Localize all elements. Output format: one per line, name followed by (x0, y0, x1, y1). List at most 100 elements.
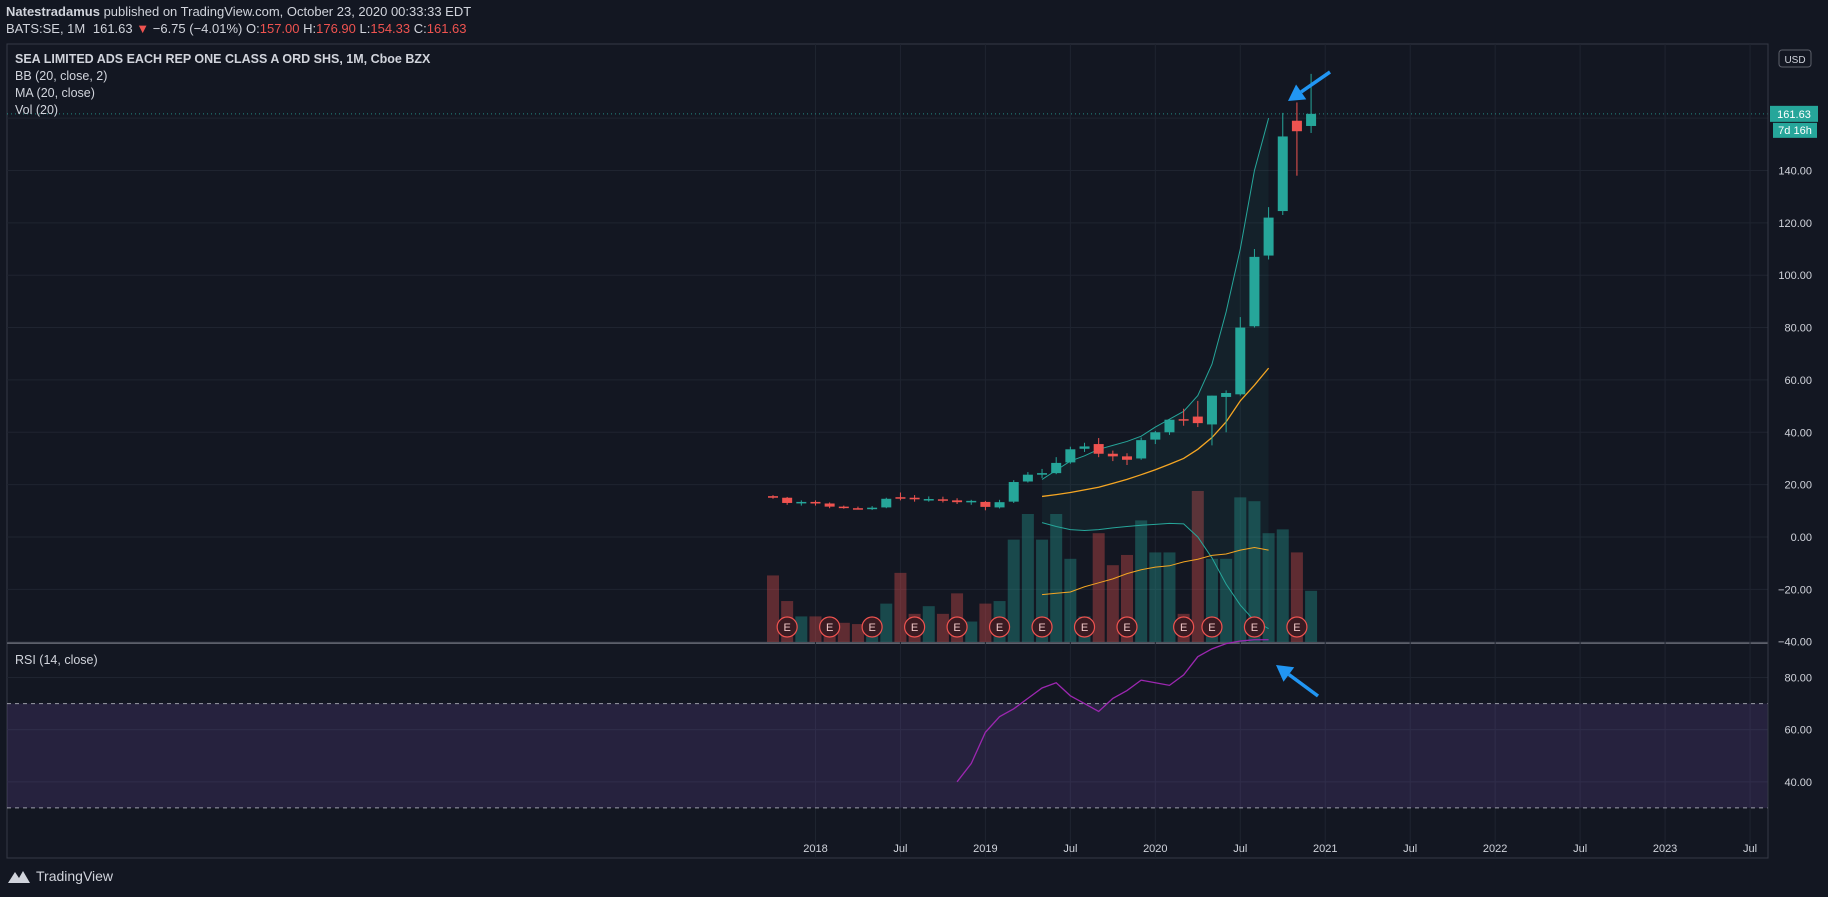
volume-bar (1305, 590, 1318, 642)
down-triangle-icon: ▼ (136, 21, 150, 36)
earnings-marker-label: E (1123, 622, 1130, 634)
volume-bar (1050, 514, 1063, 642)
time-tick-label: Jul (1233, 843, 1247, 855)
earnings-marker-label: E (868, 622, 875, 634)
time-tick-label: 2019 (973, 843, 997, 855)
candle (1022, 474, 1033, 482)
earnings-marker (776, 616, 798, 638)
price-tick-label: 120.00 (1778, 218, 1812, 230)
legend-ma[interactable]: MA (20, close) (15, 86, 95, 100)
volume-bar (1021, 514, 1034, 642)
candle (980, 501, 991, 507)
legend-bb[interactable]: BB (20, close, 2) (15, 69, 108, 83)
currency-badge (1778, 49, 1812, 68)
candle (1107, 453, 1118, 457)
time-tick-label: Jul (1063, 843, 1077, 855)
brand[interactable]: TradingView (8, 868, 113, 884)
volume-bar (837, 622, 850, 642)
publish-header: Natestradamus published on TradingView.c… (6, 4, 471, 19)
time-tick-label: Jul (893, 843, 907, 855)
candle (1164, 419, 1175, 433)
candle (923, 499, 934, 501)
earnings-marker-label: E (783, 622, 790, 634)
candle (952, 500, 963, 503)
legend-vol[interactable]: Vol (20) (15, 103, 59, 117)
candle (895, 497, 906, 499)
candle (1008, 482, 1019, 502)
time-tick-label: Jul (1573, 843, 1587, 855)
candle (1277, 136, 1288, 212)
low-value: 154.33 (370, 21, 411, 36)
volume-bar (979, 603, 992, 642)
earnings-marker (1201, 616, 1223, 638)
candle (810, 501, 821, 504)
published-text: published on TradingView.com, October 23… (103, 4, 472, 19)
earnings-marker (1286, 616, 1308, 638)
volume-bar (851, 624, 864, 642)
candle (966, 500, 977, 503)
tradingview-logo-icon (8, 871, 30, 883)
brand-name: TradingView (36, 868, 114, 884)
price-tick-label: 40.00 (1784, 427, 1812, 439)
time-tick-label: Jul (1743, 843, 1757, 855)
earnings-marker-label: E (996, 622, 1003, 634)
author-name[interactable]: Natestradamus (6, 4, 100, 19)
candle (1221, 393, 1232, 397)
candle (796, 501, 807, 504)
close-value: 161.63 (426, 21, 467, 36)
candle (782, 497, 793, 503)
bollinger-upper (1041, 117, 1270, 480)
rsi-tick-label: 40.00 (1784, 777, 1812, 789)
price-tick-label: 100.00 (1778, 270, 1812, 282)
volume-bar (1135, 520, 1148, 642)
time-tick-label: 2022 (1483, 843, 1507, 855)
earnings-marker (819, 616, 841, 638)
last-price: 161.63 (92, 21, 133, 36)
candle (1178, 419, 1189, 421)
symbol-label: BATS:SE, 1M (6, 21, 86, 36)
low-label: L: (359, 21, 371, 36)
price-tick-label: 80.00 (1784, 323, 1812, 335)
price-axis-bg (1768, 44, 1828, 858)
volume-bar (965, 621, 978, 642)
earnings-marker (988, 616, 1011, 638)
price-tick-label: 140.00 (1778, 165, 1812, 177)
volume-bar (1163, 552, 1176, 642)
candle (824, 503, 835, 507)
volume-bar (809, 616, 822, 642)
candle (1150, 432, 1161, 440)
candle (909, 497, 920, 500)
candle (1051, 462, 1062, 474)
rsi-tick-label: 80.00 (1784, 673, 1812, 685)
candle (1206, 395, 1217, 425)
price-tick-label: −20.00 (1778, 584, 1812, 596)
earnings-marker-label: E (953, 622, 960, 634)
volume-bar (894, 572, 907, 642)
earnings-marker (1173, 616, 1195, 638)
countdown-label: 7d 16h (1778, 125, 1812, 137)
volume-bar (1191, 490, 1204, 642)
earnings-marker (903, 616, 926, 638)
volume-bar (1149, 552, 1162, 642)
volume-bar (922, 606, 935, 642)
candle (1122, 456, 1132, 460)
candle (881, 498, 892, 508)
candle (1079, 446, 1090, 449)
price-tick-label: 0.00 (1791, 532, 1812, 544)
rsi-band (7, 703, 1768, 808)
rsi-line (956, 639, 1269, 783)
price-tick-label: 60.00 (1784, 375, 1812, 387)
rsi-tick-label: 60.00 (1784, 725, 1812, 737)
earnings-marker (946, 616, 968, 638)
earnings-marker-label: E (1293, 622, 1300, 634)
volume-bar (1092, 533, 1105, 642)
last-price-badge (1770, 105, 1818, 122)
currency-label: USD (1784, 55, 1805, 66)
volume-bar (1234, 497, 1247, 642)
bollinger-fill (1042, 118, 1269, 629)
time-tick-label: 2021 (1313, 843, 1337, 855)
legend-rsi[interactable]: RSI (14, close) (15, 653, 98, 667)
volume-ma-line (1041, 546, 1269, 596)
candle (768, 496, 778, 498)
